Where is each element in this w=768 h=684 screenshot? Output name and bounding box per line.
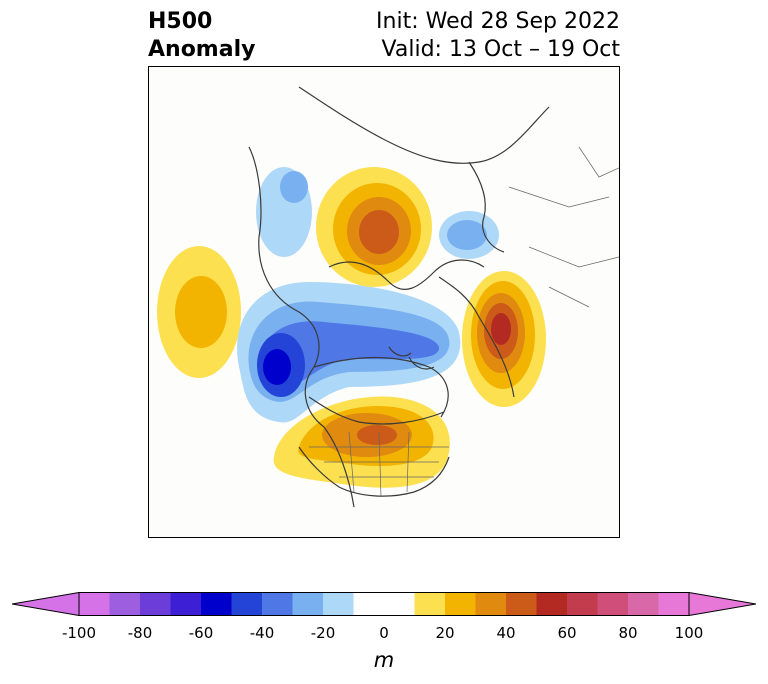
colorbar-tick-label: 20 [435, 624, 455, 642]
map-panel [148, 66, 620, 538]
colorbar-extend-min [12, 592, 80, 616]
colorbar-segments [79, 592, 689, 616]
colorbar-segment [567, 592, 598, 616]
chart-title: H500 Anomaly [148, 8, 255, 64]
anomaly-siberia-trough [439, 211, 499, 259]
valid-range: Valid: 13 Oct – 19 Oct [381, 37, 620, 62]
colorbar-tick-label: 100 [674, 624, 704, 642]
anomaly-europe-ridge [316, 167, 432, 287]
units-label: m [373, 648, 395, 672]
anomaly-atlantic-trough [256, 167, 312, 257]
colorbar-tick-label: 40 [496, 624, 516, 642]
colorbar [12, 592, 756, 616]
colorbar-segment [170, 592, 201, 616]
init-date: Init: Wed 28 Sep 2022 [376, 9, 620, 34]
colorbar-tick-label: 80 [618, 624, 638, 642]
colorbar-extend-max [688, 592, 756, 616]
anomaly-north-america-ridge [273, 396, 450, 488]
colorbar-segment [231, 592, 262, 616]
colorbar-segment [201, 592, 232, 616]
colorbar-segment [445, 592, 476, 616]
colorbar-ticks [78, 615, 690, 616]
variable-label: H500 [148, 9, 213, 34]
colorbar-tick-label: -100 [61, 624, 97, 642]
colorbar-tick-label: -40 [249, 624, 275, 642]
country-borders [309, 146, 619, 498]
colorbar-tick-label: -20 [310, 624, 336, 642]
anomaly-pacific-ridge [157, 246, 241, 378]
colorbar-tick-label: 0 [379, 624, 389, 642]
colorbar-tick-label: -60 [188, 624, 214, 642]
colorbar-segment [353, 592, 415, 616]
colorbar-segment [414, 592, 445, 616]
colorbar-segment [658, 592, 689, 616]
colorbar-tick-label: 60 [557, 624, 577, 642]
colorbar-segment [323, 592, 354, 616]
anomaly-alaska-trough [237, 282, 461, 423]
colorbar-segment [109, 592, 140, 616]
anomaly-map [157, 86, 619, 508]
colorbar-segment [536, 592, 567, 616]
coastlines [248, 86, 550, 508]
date-info: Init: Wed 28 Sep 2022 Valid: 13 Oct – 19… [376, 8, 620, 64]
colorbar-segment [506, 592, 537, 616]
colorbar-segment [628, 592, 659, 616]
colorbar-segment [262, 592, 293, 616]
colorbar-segment [597, 592, 628, 616]
anomaly-asia-ridge [462, 271, 546, 407]
colorbar-segment [475, 592, 506, 616]
colorbar-segment [292, 592, 323, 616]
colorbar-segment [79, 592, 110, 616]
anomaly-label: Anomaly [148, 37, 256, 62]
colorbar-tick-label: -80 [127, 624, 153, 642]
colorbar-segment [140, 592, 171, 616]
